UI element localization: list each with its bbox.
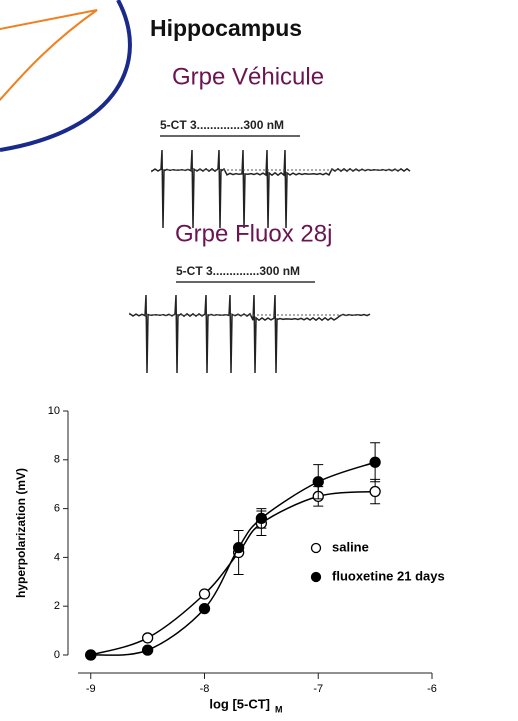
x-tick-label: -9 xyxy=(86,683,96,695)
legend-label: fluoxetine 21 days xyxy=(332,568,445,583)
x-tick-label: -6 xyxy=(427,683,437,695)
point xyxy=(143,633,153,643)
trace-label: 5-CT 3..............300 nM xyxy=(176,264,300,278)
x-axis-unit: M xyxy=(275,704,283,714)
point xyxy=(200,604,210,614)
panel-label: Grpe Véhicule xyxy=(172,63,324,90)
y-tick-label: 6 xyxy=(54,503,60,515)
decor-shape xyxy=(0,10,97,105)
point xyxy=(313,477,323,487)
y-tick-label: 4 xyxy=(54,551,60,563)
x-axis-label: log [5-CT] xyxy=(209,696,270,711)
point xyxy=(200,589,210,599)
trace-label: 5-CT 3..............300 nM xyxy=(160,118,284,132)
title: Hippocampus xyxy=(150,15,302,41)
y-tick-label: 10 xyxy=(48,405,60,417)
point xyxy=(370,487,380,497)
trace xyxy=(130,295,370,373)
fit-line xyxy=(91,462,375,655)
slide: Hippocampus Grpe Véhicule 5-CT 3........… xyxy=(0,0,518,721)
panel-label: Grpe Fluox 28j xyxy=(175,220,332,247)
point xyxy=(370,457,380,467)
legend-label: saline xyxy=(332,539,369,554)
decor-arc xyxy=(0,0,130,150)
point xyxy=(234,543,244,553)
chart: 0 2 4 6 8 10 -9 -8 -7 -6 log [5-CT] Mhyperpolarizat… xyxy=(14,405,445,714)
legend-symbol xyxy=(312,544,321,553)
y-tick-label: 8 xyxy=(54,454,60,466)
x-tick-label: -8 xyxy=(200,683,210,695)
y-axis-label: hyperpolarization (mV) xyxy=(14,468,28,598)
x-tick-label: -7 xyxy=(313,683,323,695)
y-tick-label: 2 xyxy=(54,600,60,612)
point xyxy=(143,645,153,655)
point xyxy=(256,513,266,523)
legend-symbol xyxy=(312,573,321,582)
trace xyxy=(152,150,410,228)
y-tick-label: 0 xyxy=(54,649,60,661)
point xyxy=(86,650,96,660)
